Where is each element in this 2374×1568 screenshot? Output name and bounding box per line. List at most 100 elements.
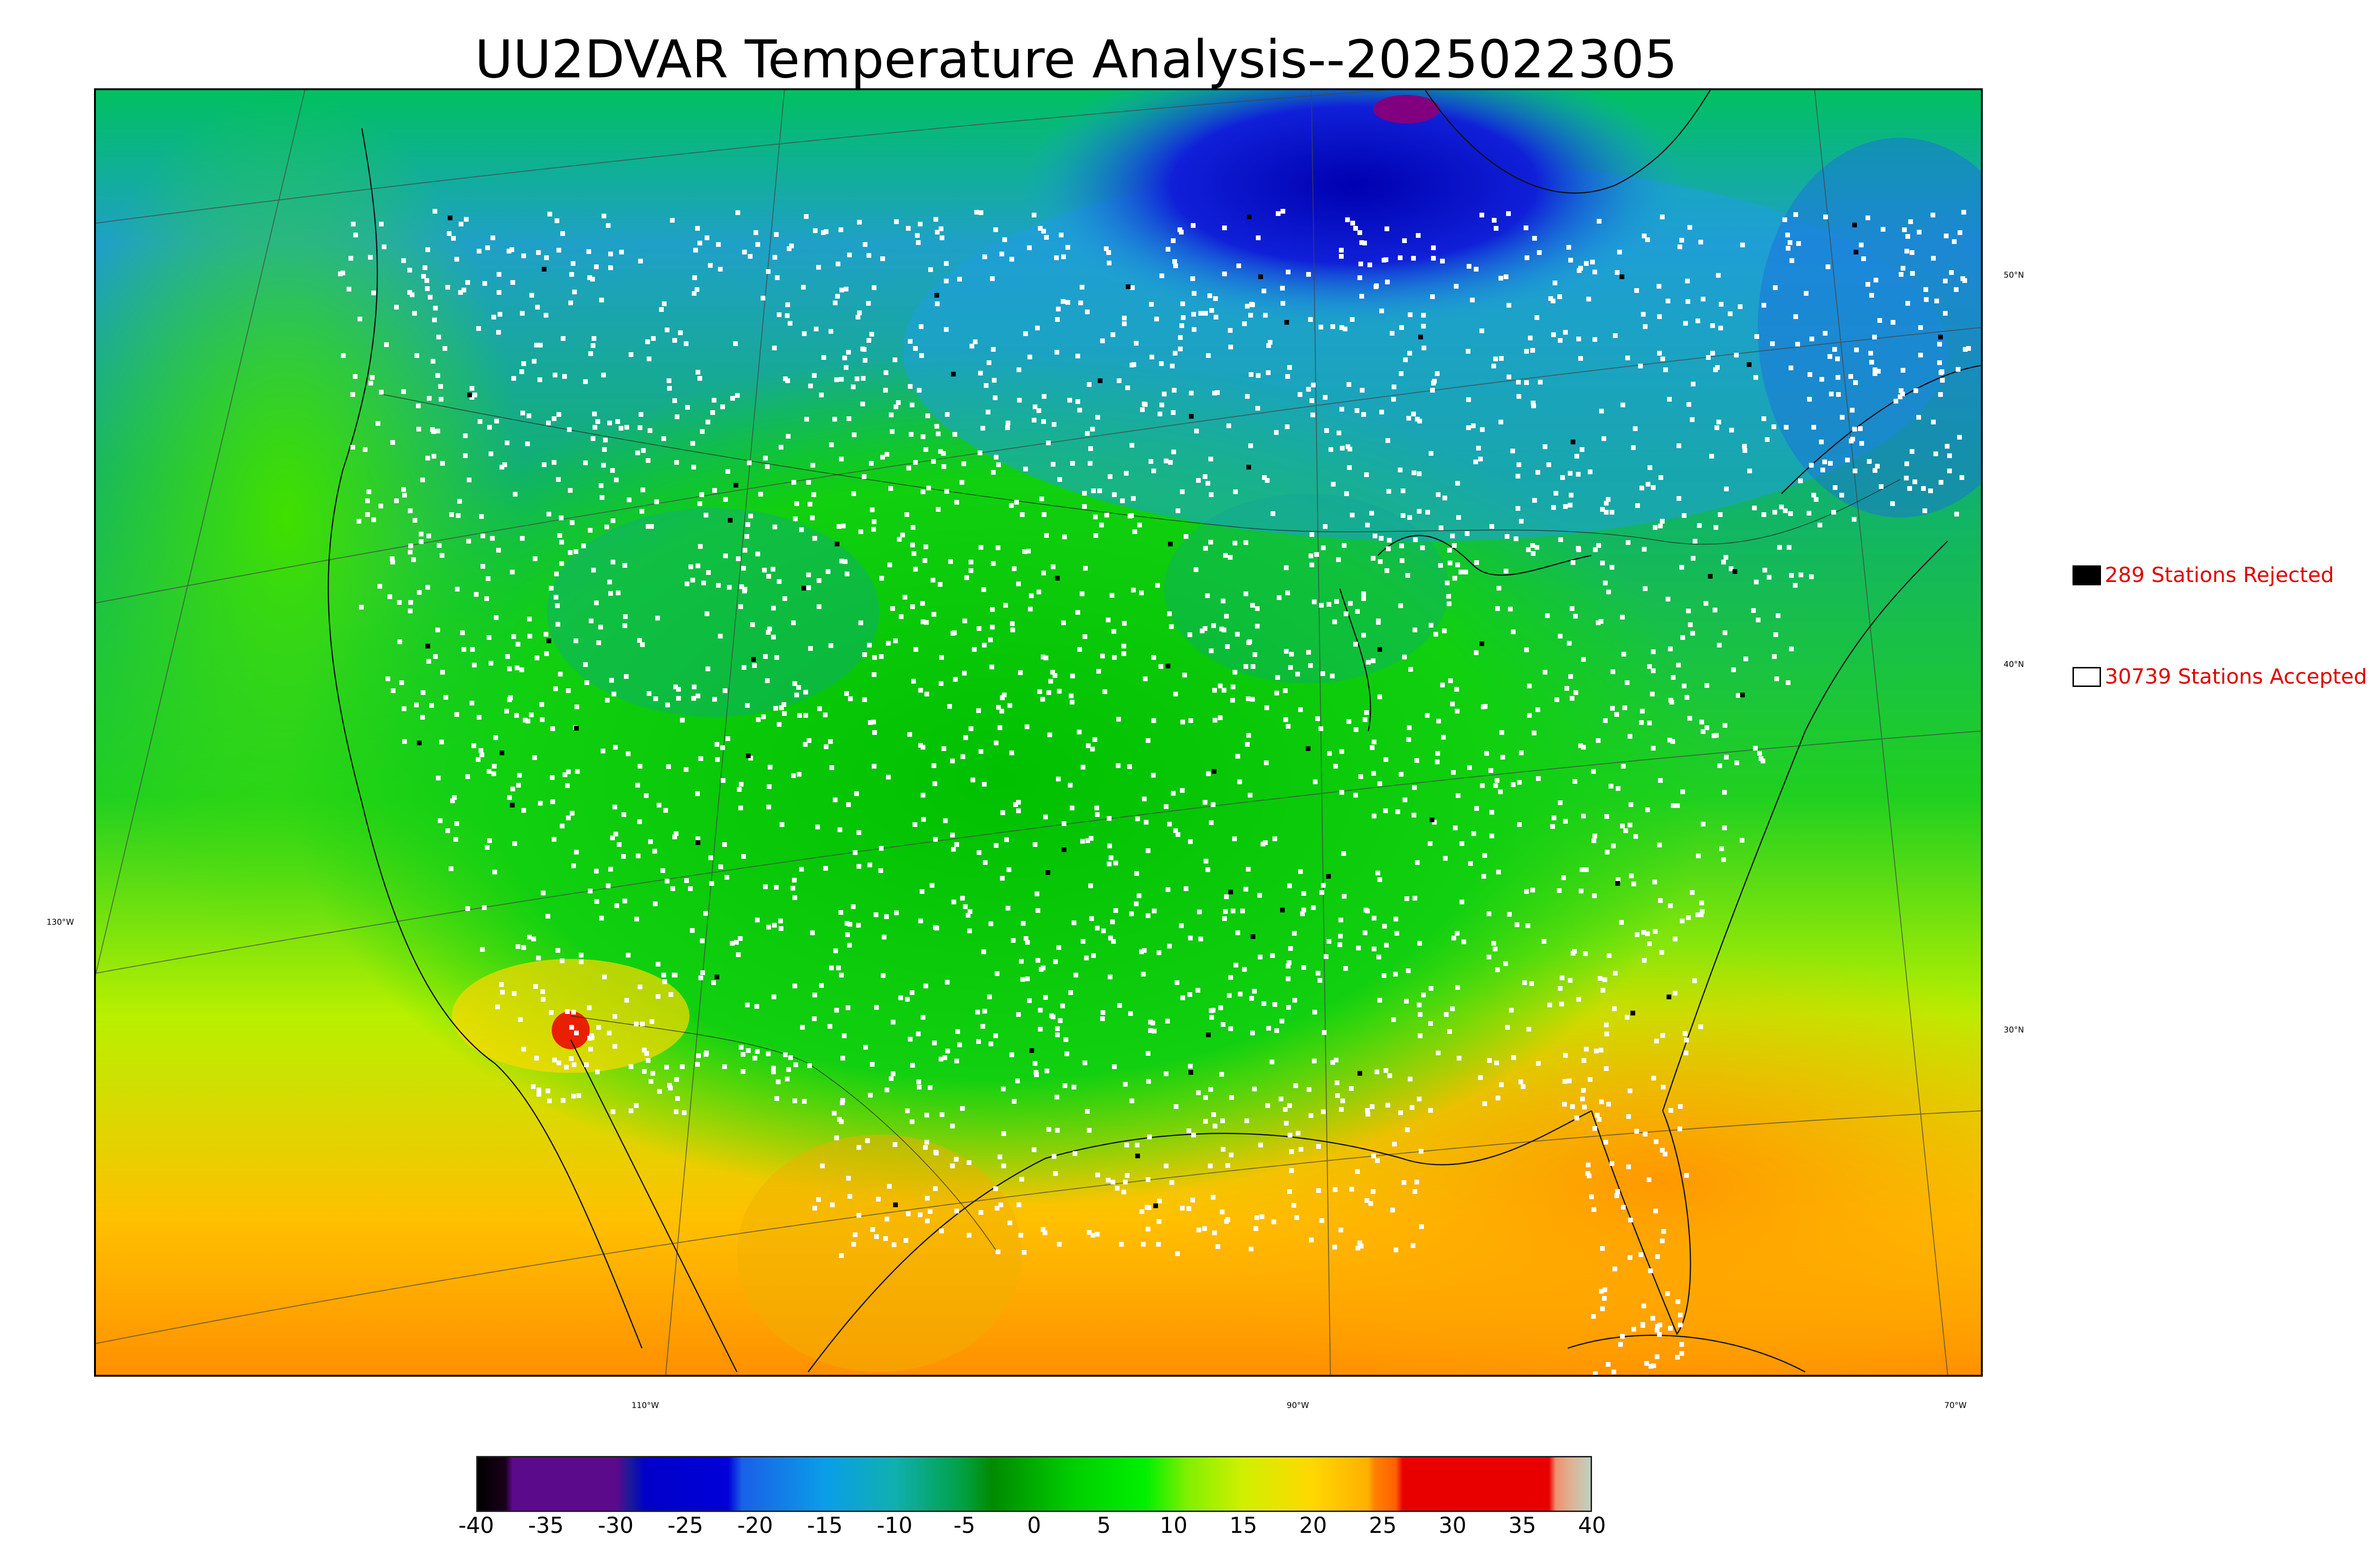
- station-dot: [905, 997, 910, 1002]
- station-dot: [1093, 533, 1098, 538]
- map-panel[interactable]: [94, 88, 1983, 1377]
- station-dot: [874, 1005, 879, 1010]
- station-dot: [430, 427, 435, 432]
- station-dot: [1401, 488, 1405, 493]
- station-dot: [1762, 568, 1767, 573]
- station-dot: [571, 1010, 576, 1014]
- station-dot: [1558, 338, 1563, 343]
- station-dot: [433, 654, 438, 659]
- station-dot: [546, 914, 550, 919]
- station-dot: [1415, 860, 1420, 865]
- station-dot: [588, 528, 593, 533]
- station-dot: [1832, 347, 1837, 352]
- station-dot: [1683, 1031, 1687, 1036]
- station-dot: [813, 228, 818, 233]
- station-dot: [1340, 1099, 1345, 1103]
- station-dot: [1808, 372, 1812, 377]
- station-dot: [1209, 492, 1214, 497]
- station-dot: [1055, 1026, 1060, 1031]
- station-dot: [932, 763, 936, 768]
- station-dot: [793, 516, 798, 521]
- station-dot: [1068, 990, 1073, 995]
- station-dot: [1452, 576, 1457, 581]
- station-dot: [521, 1047, 526, 1052]
- station-dot: [823, 713, 828, 717]
- station-dot: [1315, 716, 1320, 721]
- station-dot: [1585, 1171, 1590, 1176]
- station-dot: [1152, 1029, 1157, 1033]
- station-dot: [350, 392, 355, 397]
- colorbar-tick: 5: [1097, 1512, 1111, 1538]
- station-dot: [1016, 1012, 1021, 1017]
- station-dot: [1055, 576, 1060, 581]
- station-dot: [1600, 507, 1605, 512]
- station-dot: [1481, 874, 1486, 879]
- station-dot: [990, 607, 995, 612]
- station-dot: [1660, 1239, 1665, 1243]
- station-dot: [1517, 462, 1521, 467]
- station-dot: [1698, 240, 1703, 244]
- station-dot: [999, 709, 1004, 714]
- station-dot: [1793, 314, 1798, 319]
- station-dot: [1614, 1193, 1619, 1198]
- station-dot: [1723, 723, 1727, 728]
- station-dot: [771, 1070, 776, 1074]
- station-dot: [559, 561, 564, 566]
- station-dot: [490, 235, 495, 240]
- station-dot: [1705, 683, 1709, 688]
- station-dot: [1212, 688, 1217, 693]
- station-dot: [1875, 464, 1880, 469]
- station-dot: [720, 745, 725, 750]
- station-dot: [1751, 608, 1756, 613]
- station-dot: [610, 836, 615, 840]
- station-dot: [1008, 1221, 1012, 1225]
- temperature-colorbar: [476, 1456, 1592, 1512]
- colorbar-tick: 20: [1299, 1512, 1327, 1538]
- station-dot: [421, 274, 426, 279]
- station-dot: [407, 290, 412, 295]
- station-dot: [599, 483, 603, 488]
- station-dot: [834, 1008, 839, 1013]
- station-dot: [1236, 263, 1241, 268]
- station-dot: [829, 765, 834, 770]
- station-dot: [428, 295, 433, 300]
- station-dot: [1480, 427, 1485, 432]
- graticule-line: [1311, 90, 1331, 1375]
- station-dot: [1478, 457, 1483, 461]
- station-dot: [1447, 1029, 1452, 1034]
- station-dot: [765, 464, 770, 469]
- station-dot: [1412, 785, 1417, 790]
- station-dot: [879, 846, 884, 851]
- station-dot: [1651, 649, 1656, 654]
- station-dot: [995, 971, 999, 976]
- station-dot: [1244, 887, 1248, 892]
- station-dot: [1231, 685, 1235, 689]
- station-dot: [1123, 1082, 1128, 1087]
- station-dot: [1295, 672, 1300, 676]
- station-dot: [1386, 489, 1391, 494]
- station-dot: [1429, 623, 1433, 628]
- station-dot: [947, 704, 952, 709]
- station-dot: [1678, 1313, 1683, 1317]
- station-dot: [838, 227, 843, 232]
- station-dot: [1430, 817, 1434, 822]
- station-dot: [1454, 687, 1459, 692]
- station-dot: [674, 831, 678, 836]
- station-dot: [1873, 468, 1877, 473]
- station-dot: [1106, 250, 1111, 255]
- station-dot: [1724, 555, 1728, 560]
- station-dot: [817, 706, 822, 711]
- station-dot: [1939, 480, 1943, 485]
- station-dot: [945, 1049, 950, 1053]
- station-dot: [1000, 810, 1005, 815]
- station-dot: [1390, 1208, 1395, 1212]
- station-dot: [1774, 676, 1779, 681]
- station-dot: [1669, 700, 1674, 704]
- station-dot: [772, 346, 777, 350]
- station-dot: [1164, 1164, 1168, 1168]
- station-dot: [425, 286, 430, 291]
- station-dot: [613, 832, 618, 836]
- station-dot: [863, 358, 867, 363]
- station-dot: [1613, 333, 1618, 338]
- station-dot: [1592, 1207, 1596, 1212]
